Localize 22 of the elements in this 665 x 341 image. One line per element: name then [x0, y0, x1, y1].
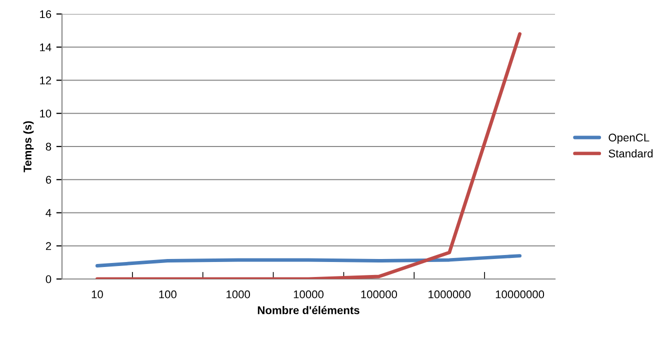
y-tick-label: 14: [40, 44, 52, 52]
x-tick-label: 10: [92, 290, 103, 298]
line-series: [95, 254, 522, 268]
x-tick-label: 1000000: [428, 290, 471, 298]
y-tick-label: 6: [46, 176, 52, 184]
y-tick-label: 10: [40, 110, 52, 118]
y-tick-label: 16: [40, 10, 52, 18]
line-series: [95, 32, 522, 279]
y-tick-label: 4: [46, 209, 52, 217]
x-tick-label: 100: [159, 290, 176, 298]
legend-label: Standard: [608, 149, 653, 158]
y-tick-label: 8: [46, 142, 52, 151]
x-tick-label: 100000: [361, 290, 398, 298]
x-tick-label: 10000: [294, 290, 324, 298]
y-tick-label: 0: [46, 275, 52, 284]
y-axis-title: Temps (s): [23, 121, 34, 172]
x-tick-label: 1000: [226, 290, 250, 298]
y-tick-label: 12: [40, 76, 52, 84]
x-axis-title: Nombre d'éléments: [258, 306, 360, 314]
y-tick-label: 2: [46, 242, 52, 250]
x-tick-label: 10000000: [496, 290, 544, 298]
legend-label: OpenCL: [608, 134, 650, 144]
